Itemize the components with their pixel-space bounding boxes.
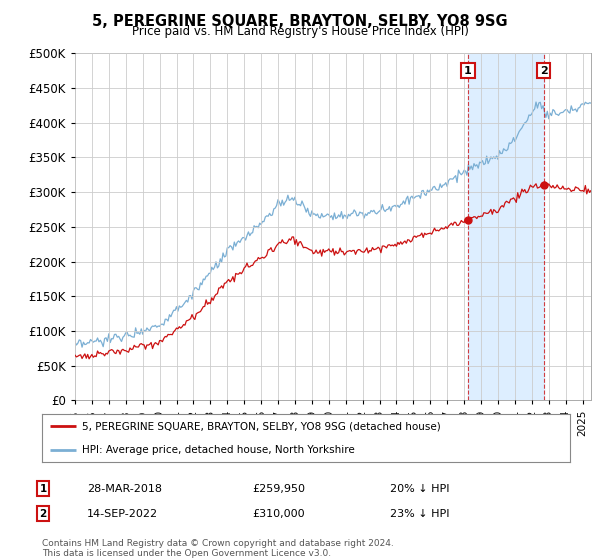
Text: 23% ↓ HPI: 23% ↓ HPI [390,508,449,519]
Text: 5, PEREGRINE SQUARE, BRAYTON, SELBY, YO8 9SG: 5, PEREGRINE SQUARE, BRAYTON, SELBY, YO8… [92,14,508,29]
Bar [468,53,544,400]
Text: 5, PEREGRINE SQUARE, BRAYTON, SELBY, YO8 9SG (detached house): 5, PEREGRINE SQUARE, BRAYTON, SELBY, YO8… [82,421,440,431]
Text: HPI: Average price, detached house, North Yorkshire: HPI: Average price, detached house, Nort… [82,445,355,455]
Text: 2: 2 [540,66,548,76]
Text: 1: 1 [464,66,472,76]
Text: Contains HM Land Registry data © Crown copyright and database right 2024.
This d: Contains HM Land Registry data © Crown c… [42,539,394,558]
Text: 20% ↓ HPI: 20% ↓ HPI [390,484,449,494]
Text: £310,000: £310,000 [252,508,305,519]
Text: 2: 2 [40,508,47,519]
Text: 14-SEP-2022: 14-SEP-2022 [87,508,158,519]
Text: £259,950: £259,950 [252,484,305,494]
Text: Price paid vs. HM Land Registry's House Price Index (HPI): Price paid vs. HM Land Registry's House … [131,25,469,38]
Text: 1: 1 [40,484,47,494]
Text: 28-MAR-2018: 28-MAR-2018 [87,484,162,494]
